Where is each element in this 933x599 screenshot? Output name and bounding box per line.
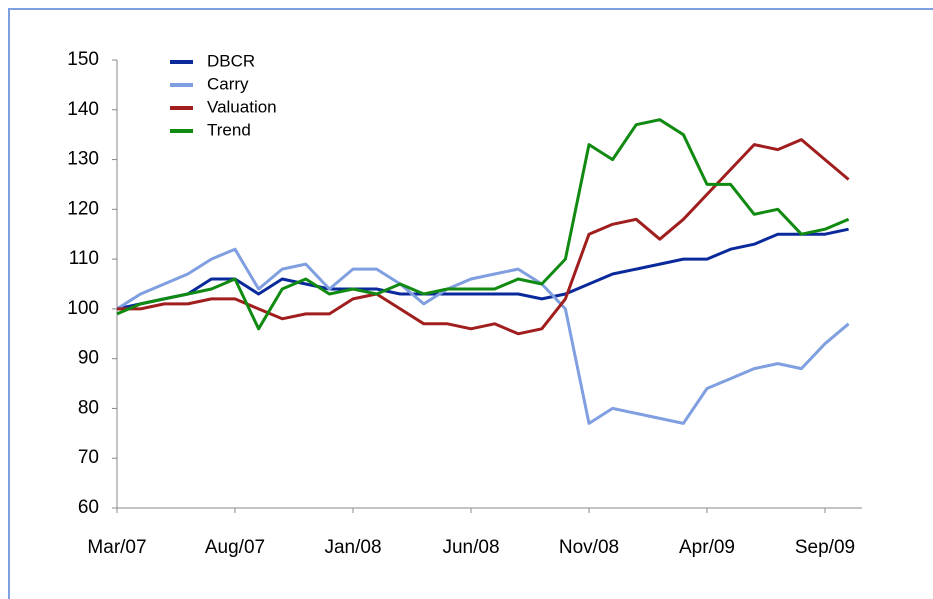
- y-tick-label: 100: [67, 298, 99, 319]
- y-tick-label: 80: [78, 397, 99, 418]
- series-line: [116, 247, 850, 425]
- x-tick-label: Jun/08: [442, 537, 499, 558]
- y-tick-label: 90: [78, 348, 99, 369]
- y-tick-label: 60: [78, 497, 99, 518]
- series-line: [116, 118, 850, 331]
- frame: [8, 8, 933, 599]
- x-tick-label: Jan/08: [324, 537, 381, 558]
- series-line: [117, 138, 850, 336]
- x-tick-label: Apr/09: [679, 537, 735, 558]
- x-tick-label: Aug/07: [205, 537, 265, 558]
- x-tick-label: Sep/09: [795, 537, 855, 558]
- y-tick-label: 150: [67, 49, 99, 70]
- legend-label: Carry: [207, 74, 249, 93]
- x-tick-label: Mar/07: [87, 537, 146, 558]
- legend-label: DBCR: [207, 51, 255, 70]
- y-tick-label: 140: [67, 99, 99, 120]
- legend-label: Trend: [207, 120, 251, 139]
- y-tick-label: 110: [69, 248, 99, 269]
- y-tick-label: 70: [78, 447, 99, 468]
- x-tick-label: Nov/08: [559, 537, 619, 558]
- series-line: [116, 227, 849, 311]
- y-tick-label: 120: [67, 198, 99, 219]
- legend-label: Valuation: [207, 97, 277, 116]
- y-tick-label: 130: [67, 149, 99, 170]
